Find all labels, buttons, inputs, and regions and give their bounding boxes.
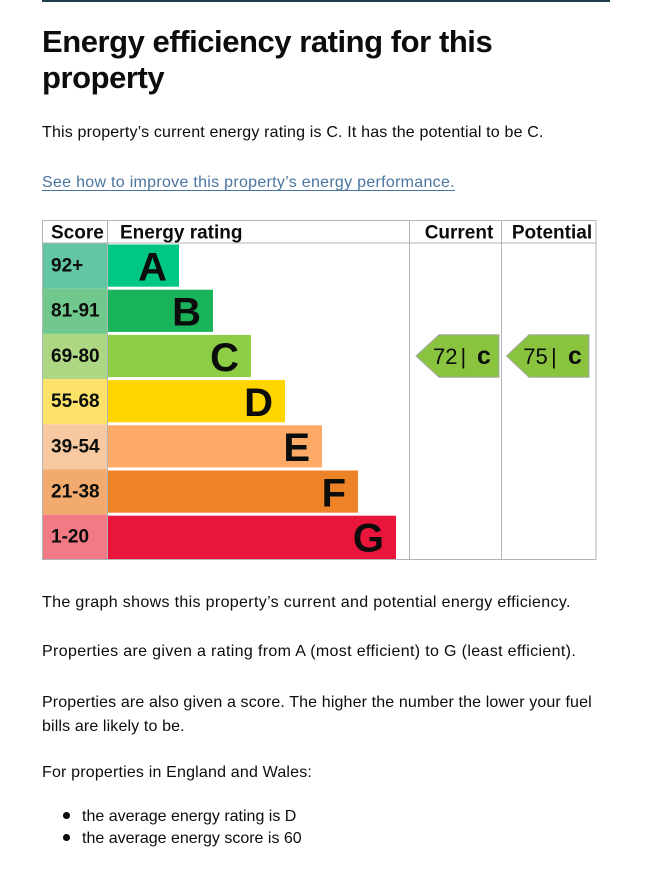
svg-text:G: G [353,517,384,560]
svg-text:92+: 92+ [51,256,83,277]
svg-text:D: D [244,381,273,425]
svg-text:Score: Score [51,223,104,244]
svg-text:C: C [210,336,239,380]
svg-text:B: B [172,291,201,335]
svg-text:75: 75 [523,344,547,369]
svg-text:39-54: 39-54 [51,436,100,457]
svg-text:Current: Current [425,223,494,244]
svg-text:Potential: Potential [512,223,592,244]
svg-text:|: | [551,344,557,369]
svg-text:|: | [461,344,467,369]
svg-text:Energy rating: Energy rating [120,223,242,244]
svg-text:55-68: 55-68 [51,391,100,412]
svg-text:E: E [283,426,310,470]
svg-text:81-91: 81-91 [51,301,100,322]
svg-text:A: A [138,245,167,289]
svg-text:c: c [477,342,491,370]
svg-text:F: F [322,471,346,515]
svg-text:21-38: 21-38 [51,482,100,503]
svg-text:72: 72 [433,344,457,369]
svg-text:69-80: 69-80 [51,346,100,367]
svg-text:1-20: 1-20 [51,527,89,548]
svg-text:c: c [568,342,582,370]
